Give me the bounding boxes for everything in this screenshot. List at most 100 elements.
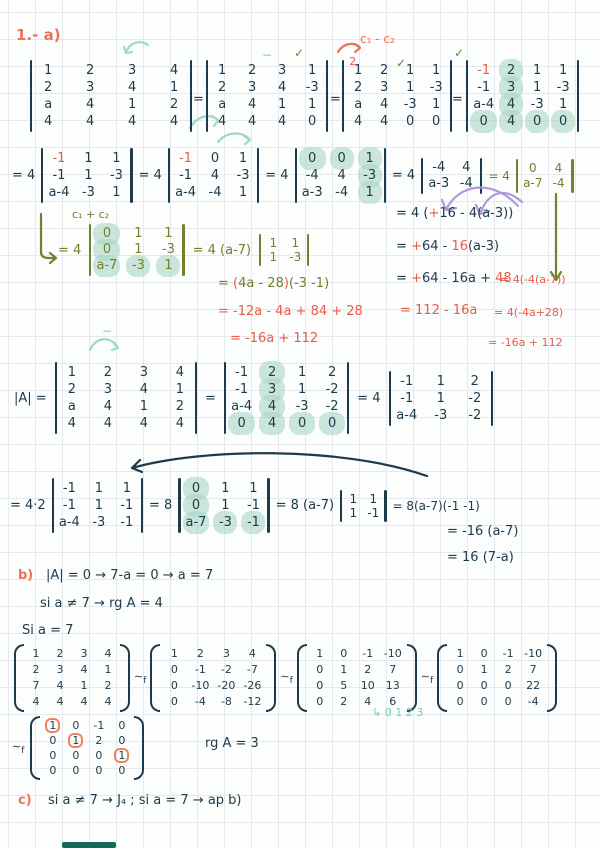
matrix-cell: -3: [429, 80, 443, 95]
matrix-cell: 1: [128, 97, 137, 112]
matrix-cell: 4: [128, 80, 137, 95]
row-equivalence: ∼f: [421, 670, 433, 686]
matrix-cell: 1: [360, 150, 379, 167]
matrix-cell: 1: [269, 250, 278, 264]
minor-3x3: -1 1 1 -1 1 -1 a-4 -3 -1: [51, 478, 144, 533]
matrix-cell: 3: [86, 80, 95, 95]
matrix-delimiter: [342, 60, 345, 132]
matrix-cell: 1: [104, 663, 112, 676]
matrix-cell: -3: [360, 167, 379, 184]
matrix-delimiter: [51, 478, 54, 533]
check-mark: ✓: [396, 56, 407, 70]
matrix-cell: 4: [364, 695, 372, 708]
expr: (a-3): [467, 239, 500, 254]
part-b-label: b): [18, 568, 34, 583]
matrix-step2: 1 2 3 4 0 -1 -2 -7 0 -10 -20 -26 0 -4 -8 -12: [150, 644, 277, 712]
minor-3x3-reduced: 0 1 1 0 1 -1 a-7 -3 -1: [178, 478, 270, 533]
side-note: = 4(-4a+28): [494, 306, 564, 319]
matrix-cell: 2: [103, 365, 113, 380]
matrix-cell: 4: [248, 114, 257, 129]
matrix-cell: 0: [554, 113, 573, 130]
matrix-cell: 4: [128, 114, 137, 129]
matrix-cell: a-4: [231, 399, 253, 414]
matrix-delimiter: [388, 370, 391, 426]
matrix-cell: -7: [246, 663, 258, 676]
coefficient: = 4: [357, 390, 381, 406]
matrix-cell: a-7: [523, 175, 543, 190]
matrix-cell: 3: [56, 663, 64, 676]
matrix-cell: 4: [337, 168, 346, 183]
red-plus: +: [411, 271, 422, 286]
matrix-cell: 1: [249, 481, 258, 496]
matrix-cell: 1: [45, 718, 60, 733]
determinant-step4: -1 2 1 1 -1 3 1 -3 a-4 4 -3 1 0 4 0 0: [466, 60, 580, 132]
matrix-cell: -1: [52, 151, 66, 166]
matrix-cell: 1: [278, 97, 287, 112]
matrix-cell: a-7: [96, 258, 118, 274]
expr: 16 - 4(a-3)): [439, 206, 514, 221]
determinant-step3: 1 2 2 1 1 2 3 1 -3 a 4 -3 1 4 4 0 0: [342, 55, 453, 132]
matrix-delimiter: [577, 60, 580, 132]
matrix-grid: 0 0 1 -4 4 -3 a-3 -4 1: [297, 148, 384, 203]
matrix-delimiter: [294, 148, 297, 203]
determinant-olive-3x3: 0 1 1 0 1 -3 a-7 -3 1: [89, 224, 185, 276]
matrix-cell: 0: [72, 764, 80, 777]
matrix-cell: -3: [236, 168, 250, 183]
matrix-cell: 1: [406, 80, 415, 95]
matrix-delimiter: [437, 644, 448, 712]
matrix-cell: 2: [196, 647, 204, 660]
side-note: = 4(-4(a-7)): [500, 273, 566, 286]
matrix-cell: 4: [56, 679, 64, 692]
matrix-cell: 2: [504, 663, 512, 676]
matrix-grid: 1 0 -1 -10 0 1 2 7 0 0 0 22 0 0 0 -4: [447, 644, 547, 712]
matrix-cell: 0: [316, 679, 324, 692]
matrix-cell: 1: [122, 481, 131, 496]
tilde: ∼: [280, 669, 290, 683]
matrix-delimiter: [383, 148, 386, 203]
matrix-cell: 4: [278, 114, 287, 129]
purple-loop-arrows: [440, 186, 524, 216]
matrix-cell: 2: [248, 63, 257, 78]
matrix-cell: 1: [114, 748, 129, 763]
matrix-delimiter: [206, 60, 209, 132]
matrix-cell: -3: [305, 80, 319, 95]
matrix-cell: -4: [459, 175, 473, 191]
matrix-cell: 13: [385, 679, 400, 692]
matrix-cell: 1: [80, 679, 88, 692]
matrix-delimiter: [571, 158, 574, 193]
tilde-sub-f: f: [289, 676, 293, 687]
matrix-grid: 1 0 -1 0 0 1 2 0 0 0 0 1 0 0 0 0: [40, 716, 134, 780]
matrix-cell: 0: [456, 679, 464, 692]
matrix-cell: 1: [238, 151, 248, 166]
matrix-cell: 2: [170, 97, 179, 112]
matrix-cell: -3: [434, 407, 448, 423]
matrix-cell: -8: [220, 695, 232, 708]
matrix-cell: 4: [103, 399, 113, 414]
matrix-cell: 4: [218, 114, 227, 129]
matrix-cell: 0: [322, 415, 343, 432]
tilde: ∼: [420, 669, 430, 683]
olive-corner-arrow: [39, 212, 58, 265]
matrix-grid: -1 1 2 -1 1 -2 a-4 -3 -2: [391, 371, 491, 426]
matrix-grid: -1 0 1 -1 4 -3 a-4 -4 1: [170, 148, 257, 203]
matrix-cell: 0: [406, 114, 415, 129]
matrix-cell: -1: [502, 647, 514, 660]
matrix-cell: 4: [139, 416, 149, 431]
matrix-cell: 4: [86, 97, 95, 112]
matrix-cell: 0: [95, 749, 103, 762]
coefficient: = 4: [391, 168, 416, 183]
matrix-cell: 4: [80, 695, 88, 708]
matrix-cell: 1: [308, 97, 317, 112]
matrix-cell: 1: [340, 663, 348, 676]
matrix-cell: 0: [308, 114, 317, 129]
matrix-cell: 1: [94, 481, 103, 496]
result-expression: = 8(a-7)(-1 -1): [392, 498, 480, 513]
matrix-cell: 1: [360, 184, 379, 201]
matrix-delimiter: [450, 60, 453, 132]
determinant-A-step2: -1 2 1 2 -1 3 1 -2 a-4 4 -3 -2 0 4 0 0: [223, 362, 350, 434]
minor-2x2-olive: 1 1 1 -3: [259, 234, 310, 266]
matrix-cell: -1: [120, 515, 134, 530]
expr: = 4 (: [396, 206, 429, 221]
